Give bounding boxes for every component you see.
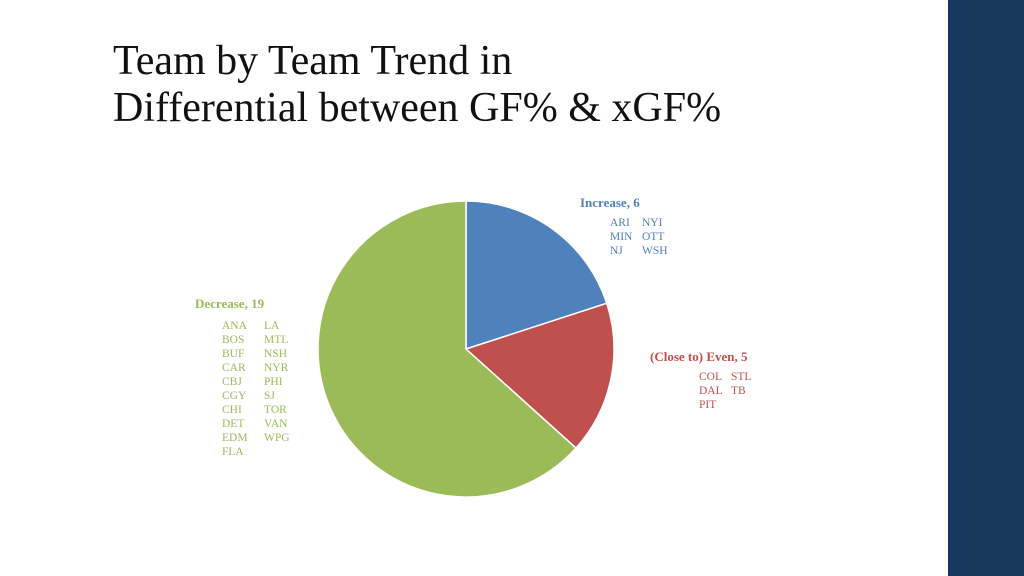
slide-title-line-2: Differential between GF% & xGF% — [113, 85, 722, 131]
team-label: TOR — [264, 404, 287, 416]
team-label: MTL — [264, 334, 288, 346]
slice-label-increase: Increase, 6 — [580, 195, 640, 210]
team-label: WSH — [642, 245, 668, 257]
team-label: NJ — [610, 245, 623, 257]
team-label: LA — [264, 320, 280, 332]
team-label: OTT — [642, 231, 664, 243]
slide-title: Team by Team Trend in Differential betwe… — [113, 38, 913, 132]
team-label: COL — [699, 371, 722, 383]
team-label: PIT — [699, 399, 716, 411]
team-label: TB — [731, 385, 746, 397]
team-label: CAR — [222, 362, 246, 374]
slide-title-line-1: Team by Team Trend in — [113, 38, 513, 84]
team-label: DET — [222, 418, 244, 430]
team-label: NSH — [264, 348, 287, 360]
team-label: SJ — [264, 390, 275, 402]
team-label: VAN — [264, 418, 288, 430]
team-label: ARI — [610, 217, 630, 229]
team-label: PHI — [264, 376, 283, 388]
pie-slice-close-to-even — [464, 302, 615, 450]
team-label: CGY — [222, 390, 247, 402]
team-label: WPG — [264, 432, 290, 444]
team-label: STL — [731, 371, 751, 383]
team-label: DAL — [699, 385, 723, 397]
team-label: BOS — [222, 334, 244, 346]
team-label: EDM — [222, 432, 248, 444]
slice-label-close-to-even: (Close to) Even, 5 — [650, 349, 748, 364]
team-label: MIN — [610, 231, 633, 243]
team-label: FLA — [222, 446, 244, 458]
team-label: BUF — [222, 348, 244, 360]
team-label: CHI — [222, 404, 242, 416]
pie-slice-increase — [465, 200, 608, 351]
team-label: ANA — [222, 320, 248, 332]
slice-label-decrease: Decrease, 19 — [195, 296, 265, 311]
team-label: CBJ — [222, 376, 242, 388]
team-label: NYR — [264, 362, 289, 374]
pie-slice-decrease — [317, 200, 578, 498]
accent-sidebar — [948, 0, 1024, 576]
team-label: NYI — [642, 217, 663, 229]
